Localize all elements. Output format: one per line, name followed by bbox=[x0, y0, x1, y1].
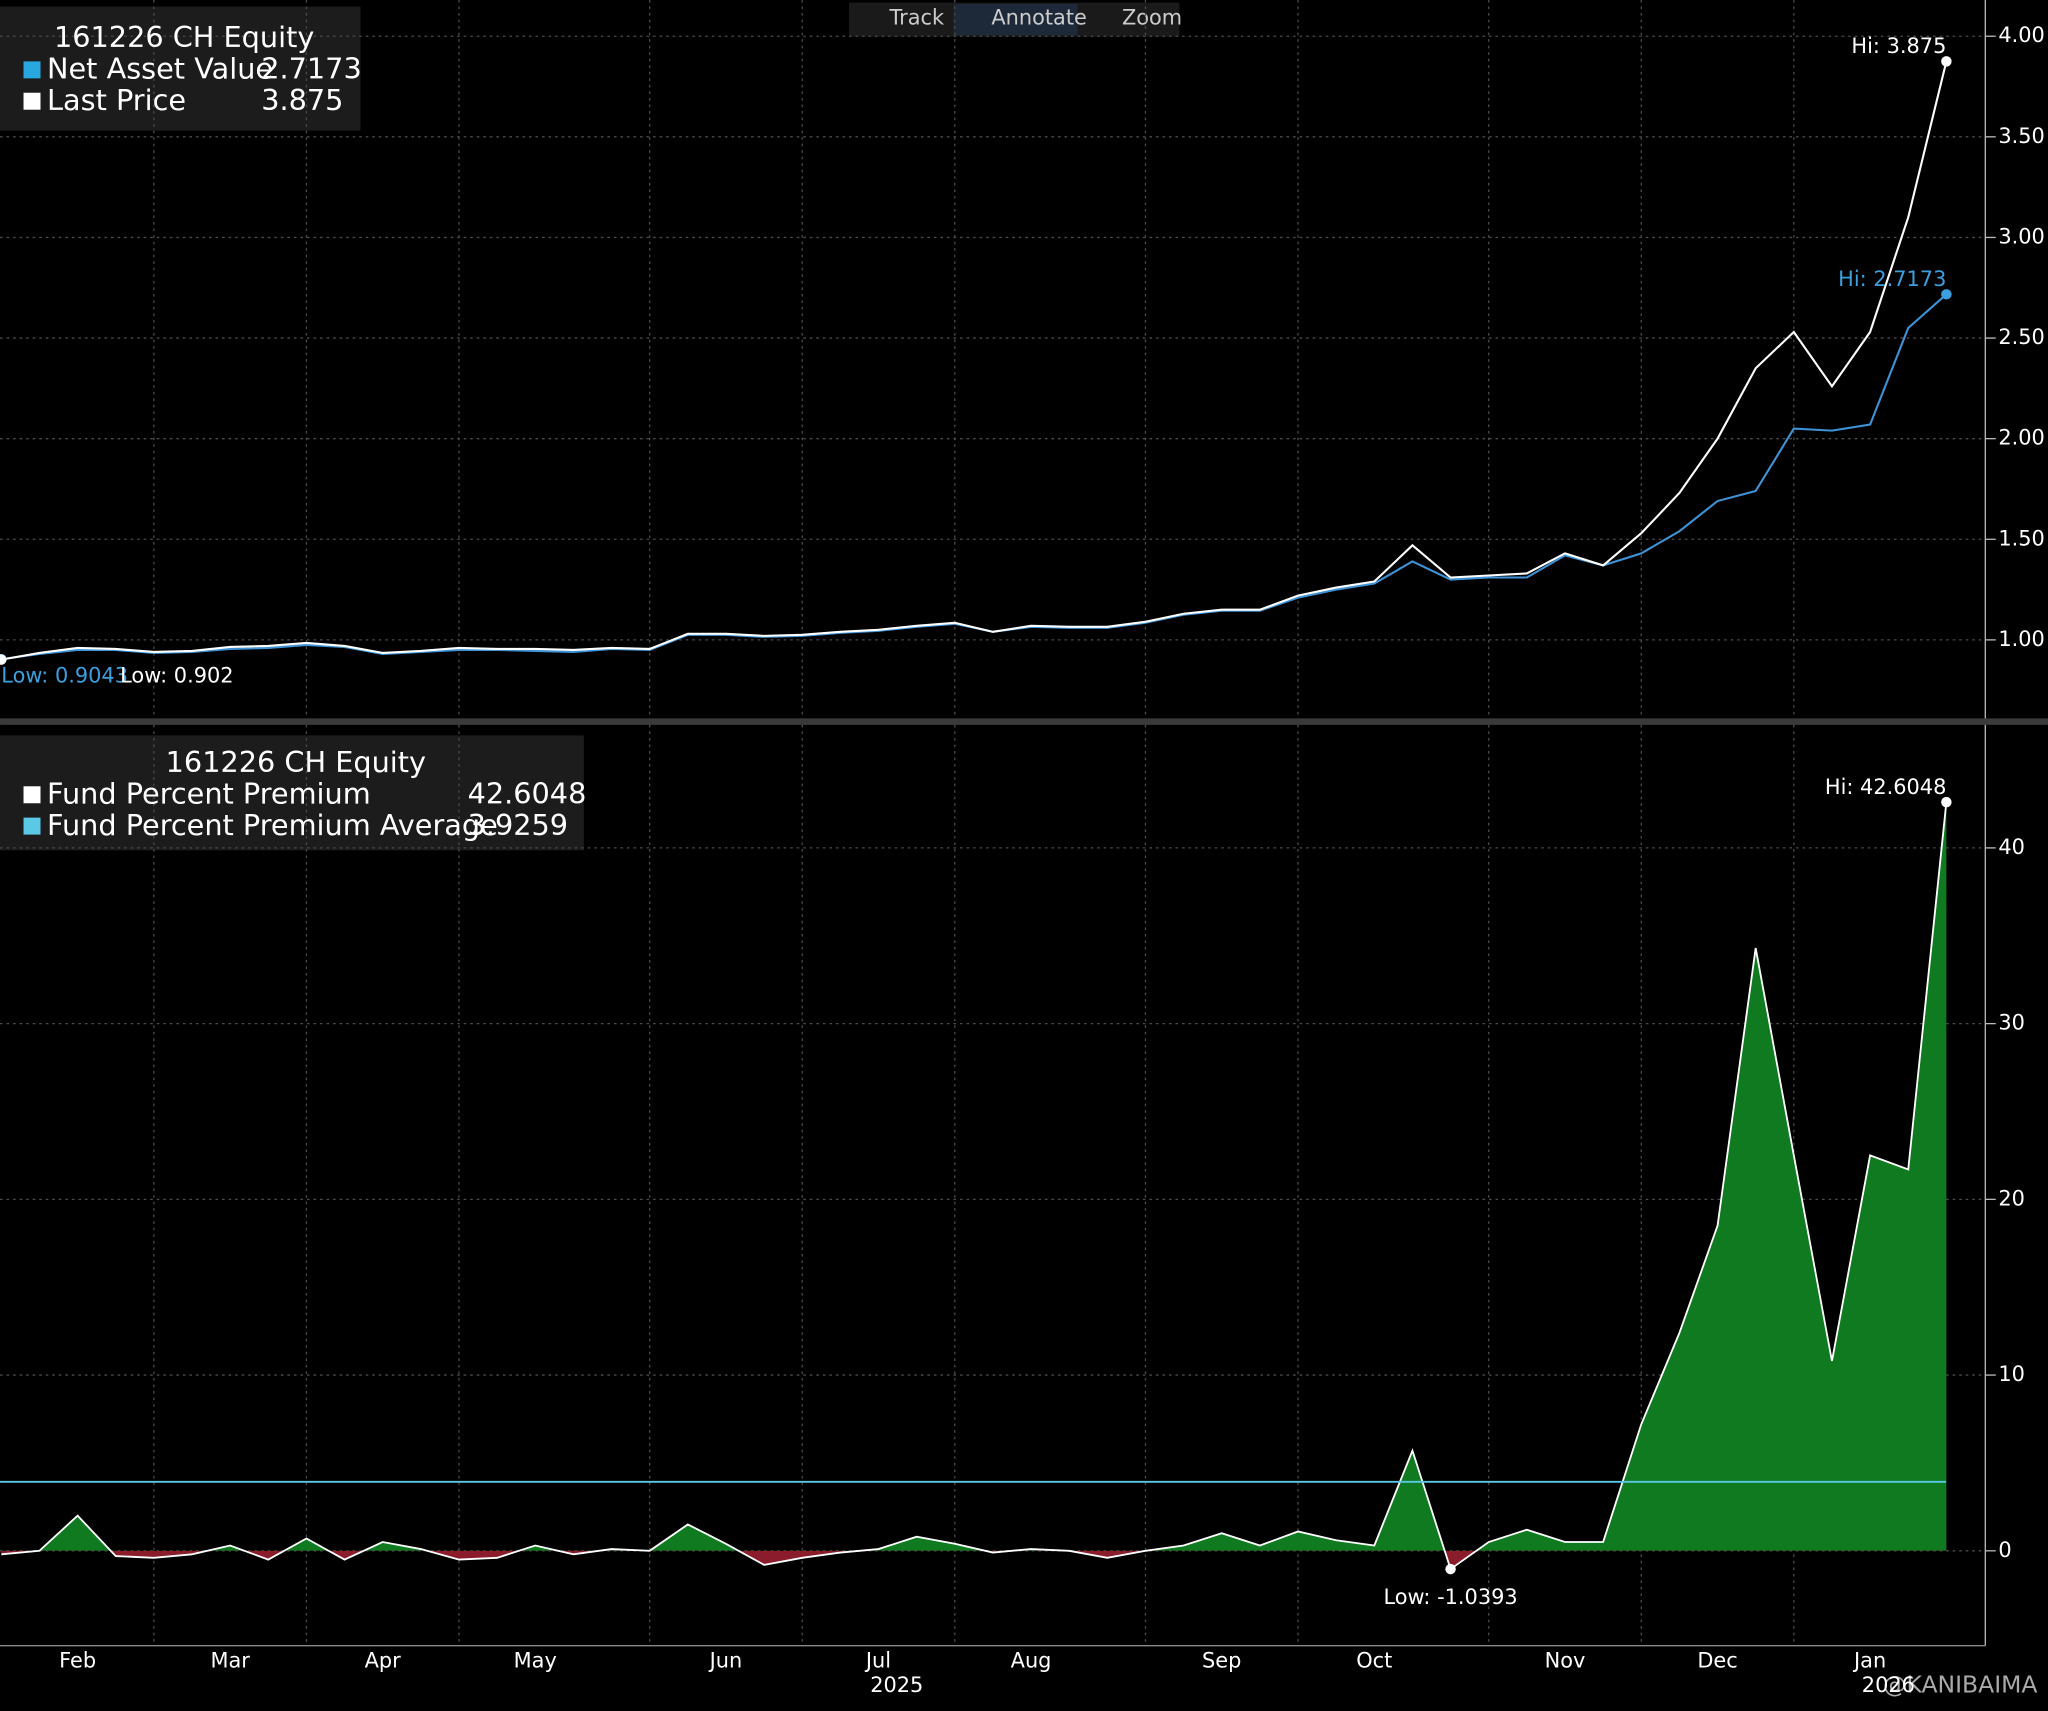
hi-dot bbox=[1941, 289, 1952, 300]
series-line bbox=[1, 61, 1948, 661]
year-label: 2025 bbox=[870, 1673, 923, 1697]
y-tick-label: 30 bbox=[1998, 1011, 2025, 1035]
legend-title: 161226 CH Equity bbox=[166, 745, 426, 779]
legend-swatch bbox=[23, 92, 41, 110]
hi-label: Hi: 42.6048 bbox=[1825, 775, 1947, 799]
x-tick-label: Dec bbox=[1697, 1648, 1737, 1672]
legend-value: 3.875 bbox=[261, 83, 343, 117]
low-dot bbox=[1445, 1563, 1456, 1575]
y-tick-label: 0 bbox=[1998, 1538, 2011, 1562]
toolbar-button[interactable]: Annotate bbox=[991, 5, 1087, 29]
y-tick-label: 4.00 bbox=[1998, 23, 2044, 47]
legend-name: Last Price bbox=[47, 83, 186, 117]
y-tick-label: 3.00 bbox=[1998, 224, 2044, 248]
low-label: Low: -1.0393 bbox=[1383, 1585, 1517, 1609]
x-tick-label: Aug bbox=[1011, 1648, 1052, 1672]
legend-value: 2.7173 bbox=[261, 52, 362, 86]
low-label: Low: 0.902 bbox=[120, 664, 233, 688]
legend-value: 3.9259 bbox=[468, 808, 569, 842]
toolbar-buttons: Track Annotate Zoom bbox=[888, 5, 1182, 29]
x-tick-label: Feb bbox=[59, 1648, 96, 1672]
x-tick-label: Jul bbox=[864, 1648, 891, 1672]
legend-title: 161226 CH Equity bbox=[54, 20, 314, 54]
legend-bottom bbox=[0, 735, 584, 851]
y-tick-label: 2.50 bbox=[1998, 325, 2044, 349]
y-tick-label: 10 bbox=[1998, 1362, 2025, 1386]
x-tick-label: Mar bbox=[210, 1648, 250, 1672]
year-label: 2026 bbox=[1862, 1673, 1915, 1697]
low-dot bbox=[0, 654, 7, 665]
toolbar-button[interactable]: Zoom bbox=[1122, 5, 1182, 29]
hi-label: Hi: 3.875 bbox=[1851, 34, 1946, 58]
x-tick-label: Oct bbox=[1356, 1648, 1392, 1672]
pane-separator bbox=[0, 718, 2048, 725]
series-line bbox=[1, 802, 1948, 1571]
legend-swatch bbox=[23, 61, 41, 79]
legend-swatch bbox=[23, 786, 41, 804]
y-tick-label: 2.00 bbox=[1998, 426, 2044, 450]
x-tick-label: Jan bbox=[1852, 1648, 1886, 1672]
x-tick-label: Jun bbox=[708, 1648, 743, 1672]
y-tick-label: 3.50 bbox=[1998, 124, 2044, 148]
x-tick-label: Nov bbox=[1545, 1648, 1586, 1672]
y-tick-label: 1.50 bbox=[1998, 526, 2044, 550]
low-label: Low: 0.9043 bbox=[1, 664, 128, 688]
toolbar-button[interactable]: Track bbox=[888, 5, 945, 29]
hi-dot bbox=[1941, 56, 1952, 67]
y-tick-label: 1.00 bbox=[1998, 627, 2044, 651]
x-tick-label: May bbox=[514, 1648, 557, 1672]
y-tick-label: 20 bbox=[1998, 1186, 2025, 1210]
legend-name: Fund Percent Premium bbox=[47, 776, 371, 810]
watermark: @KANIBAIMA bbox=[1883, 1671, 2038, 1699]
hi-label: Hi: 2.7173 bbox=[1838, 267, 1946, 291]
toolbar-active bbox=[953, 3, 1078, 36]
legend-name: Fund Percent Premium Average bbox=[47, 808, 498, 842]
legend-name: Net Asset Value bbox=[47, 52, 273, 86]
legend-swatch bbox=[23, 817, 41, 835]
legend-top bbox=[0, 6, 361, 131]
x-tick-label: Sep bbox=[1202, 1648, 1241, 1672]
hi-dot bbox=[1941, 796, 1952, 808]
legend-value: 42.6048 bbox=[468, 776, 587, 810]
area-negative bbox=[1, 1550, 1947, 1570]
x-tick-label: Apr bbox=[365, 1648, 402, 1672]
area-positive bbox=[1, 802, 1947, 1551]
y-tick-label: 40 bbox=[1998, 835, 2025, 859]
